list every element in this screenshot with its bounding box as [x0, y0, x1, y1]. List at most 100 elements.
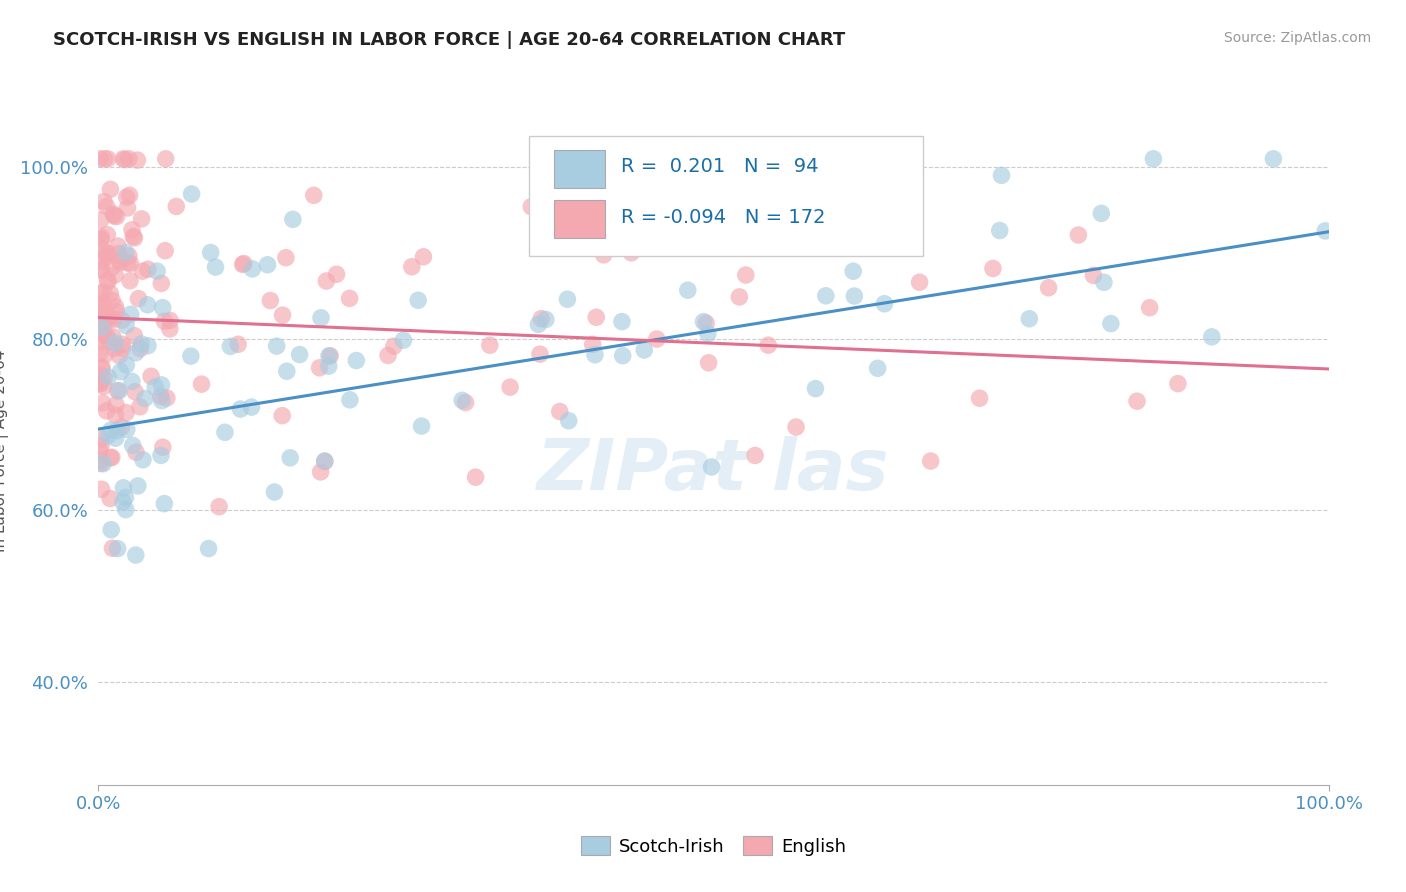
Point [111, 313, 134, 327]
Point [920, 454, 942, 468]
Point [873, 297, 896, 311]
Point [105, 304, 128, 318]
Point [278, 450, 301, 465]
Point [271, 308, 294, 322]
Point [612, 349, 634, 363]
Point [131, 211, 153, 226]
FancyBboxPatch shape [554, 150, 606, 187]
Point [117, 201, 139, 215]
Point [97, 428, 120, 442]
Point [318, 359, 340, 373]
Point [990, 169, 1012, 183]
Point [115, 190, 138, 204]
Point [315, 274, 337, 288]
Point [108, 349, 131, 363]
Point [90, 361, 112, 376]
Point [89, 346, 111, 360]
Point [696, 326, 718, 341]
Point [101, 541, 124, 556]
Point [664, 234, 686, 248]
Point [302, 188, 325, 202]
Point [94, 348, 117, 362]
Point [908, 275, 931, 289]
Point [91, 242, 114, 256]
Point [155, 152, 177, 166]
Point [118, 188, 141, 202]
Point [117, 256, 139, 270]
Point [744, 449, 766, 463]
Point [392, 333, 415, 347]
Point [150, 393, 173, 408]
Point [125, 445, 148, 459]
Point [1126, 394, 1149, 409]
Point [288, 347, 311, 361]
Point [197, 541, 219, 556]
Point [124, 384, 146, 399]
Point [263, 485, 285, 500]
Point [127, 153, 149, 167]
Point [548, 404, 571, 418]
Point [105, 424, 128, 438]
Point [1083, 268, 1105, 283]
Point [695, 316, 717, 330]
Point [103, 312, 125, 326]
Point [339, 291, 361, 305]
Point [111, 342, 134, 356]
Point [115, 422, 138, 436]
Point [118, 152, 141, 166]
Point [96, 328, 118, 343]
Point [256, 258, 278, 272]
Point [101, 450, 124, 465]
Point [520, 200, 543, 214]
Point [90, 457, 112, 471]
Point [700, 459, 723, 474]
Point [1139, 301, 1161, 315]
Point [139, 369, 162, 384]
Point [152, 440, 174, 454]
Point [339, 392, 361, 407]
Point [121, 438, 143, 452]
Point [1315, 224, 1337, 238]
Point [121, 375, 143, 389]
Point [281, 212, 304, 227]
Point [208, 500, 231, 514]
Point [96, 404, 118, 418]
Point [451, 393, 474, 408]
Point [107, 247, 129, 261]
Point [150, 277, 173, 291]
Point [91, 310, 114, 325]
Point [107, 239, 129, 253]
Point [125, 548, 148, 562]
Point [344, 353, 367, 368]
Point [100, 523, 122, 537]
Point [229, 402, 252, 417]
Point [90, 320, 112, 334]
FancyBboxPatch shape [554, 201, 606, 238]
Point [159, 322, 181, 336]
Point [557, 414, 579, 428]
Point [844, 289, 866, 303]
Point [146, 264, 169, 278]
Point [104, 268, 127, 282]
Point [111, 495, 134, 509]
Point [1201, 330, 1223, 344]
Point [308, 360, 330, 375]
Point [582, 337, 605, 351]
Point [734, 268, 756, 282]
Point [530, 311, 553, 326]
Point [93, 152, 115, 166]
Point [401, 260, 423, 274]
Point [204, 260, 226, 274]
Point [1142, 152, 1164, 166]
Point [274, 251, 297, 265]
Point [219, 339, 242, 353]
Point [180, 349, 202, 363]
Point [190, 377, 212, 392]
Point [610, 315, 633, 329]
Point [114, 491, 136, 505]
Point [226, 337, 249, 351]
Point [91, 329, 114, 343]
Point [314, 454, 336, 468]
Point [111, 337, 134, 351]
Point [112, 481, 135, 495]
